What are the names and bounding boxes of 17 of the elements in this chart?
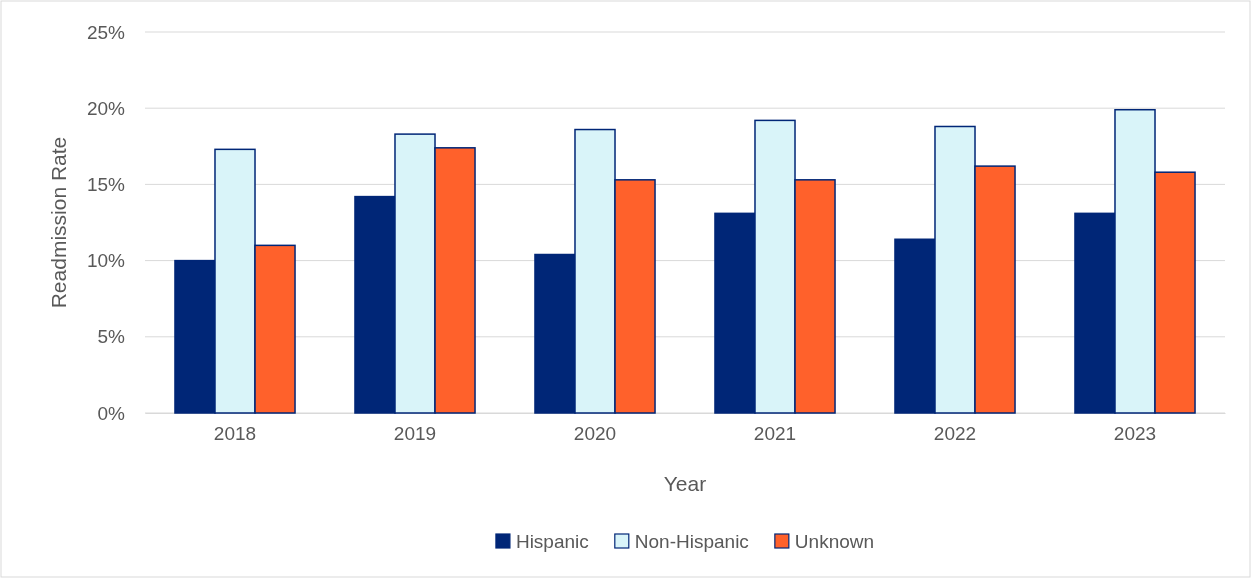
- x-tick-label: 2019: [393, 423, 437, 445]
- legend-label: Non-Hispanic: [634, 531, 749, 552]
- y-tick-label: 20%: [86, 97, 126, 119]
- x-axis-title: Year: [663, 472, 707, 495]
- x-tick-label: 2021: [753, 423, 797, 445]
- y-tick-label: 25%: [86, 21, 126, 43]
- x-tick-label: 2018: [213, 423, 257, 445]
- y-tick-label: 0%: [97, 402, 126, 424]
- y-axis-title: Readmission Rate: [47, 136, 70, 309]
- y-tick-label: 5%: [97, 326, 126, 348]
- legend-label: Hispanic: [515, 531, 589, 552]
- y-tick-label: 15%: [86, 173, 126, 195]
- x-tick-label: 2023: [1113, 423, 1157, 445]
- x-tick-label: 2022: [933, 423, 977, 445]
- x-tick-label: 2020: [573, 423, 617, 445]
- legend-label: Unknown: [794, 531, 875, 552]
- y-tick-label: 10%: [86, 250, 126, 272]
